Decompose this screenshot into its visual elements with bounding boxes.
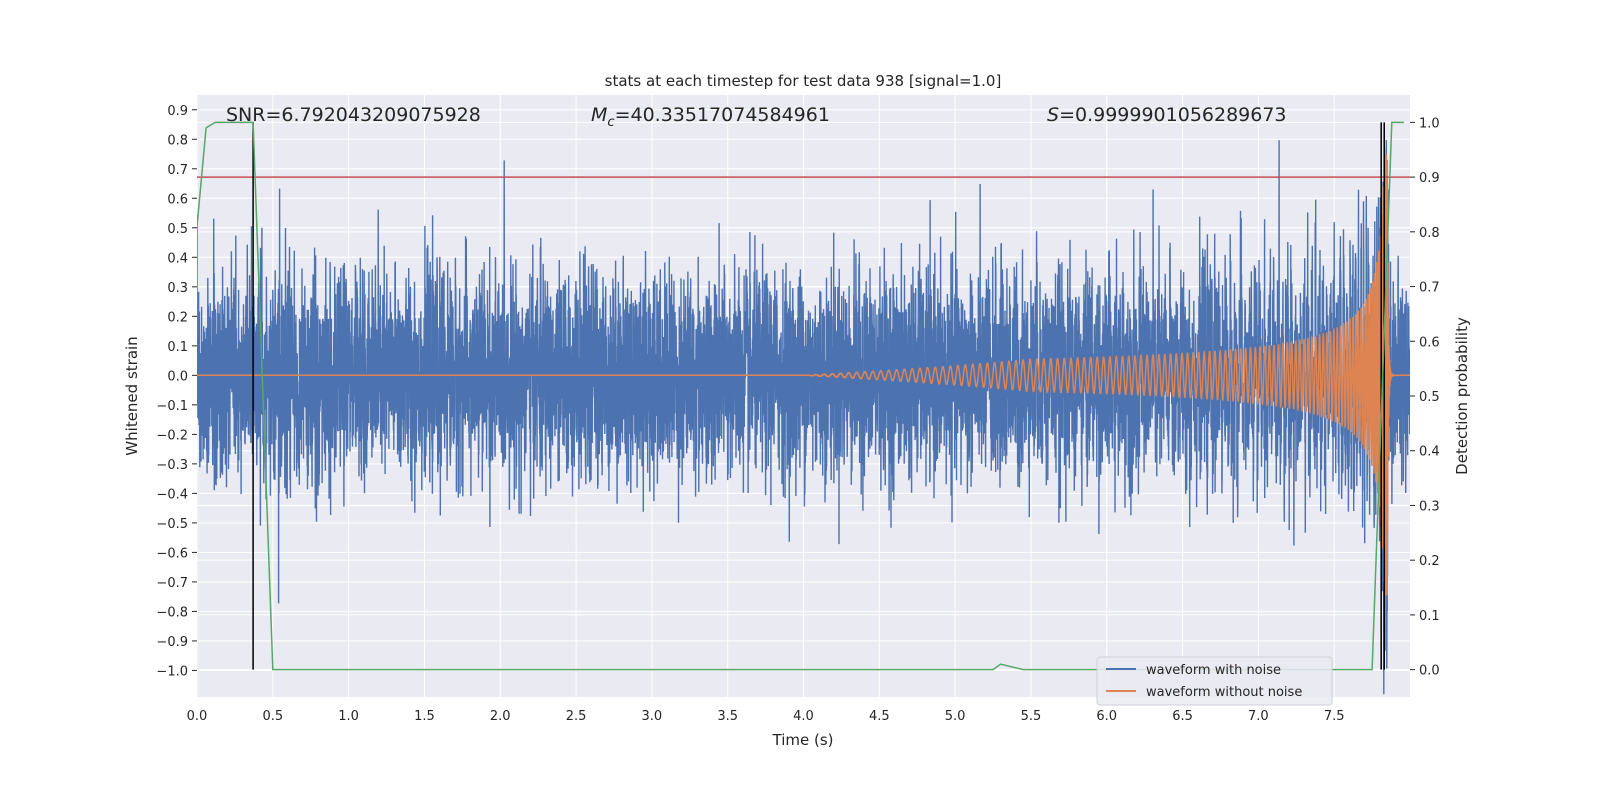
detection-probability-line [197,121,1404,671]
y-tick-label: 0.7 [167,163,188,178]
y-tick-label: −0.2 [156,428,188,443]
y-tick-label: −0.9 [156,635,188,650]
y-tick-label: −1.0 [156,664,188,679]
y-tick-label: −0.7 [156,576,188,591]
y-right-tick-label: 0.0 [1419,664,1440,679]
score-annotation: S=0.9999901056289673 [1047,104,1287,126]
clean-waveform-line [197,154,1410,596]
y-right-tick-label: 1.0 [1419,116,1440,131]
chart-title: stats at each timestep for test data 938… [605,72,1002,90]
y-tick-label: −0.4 [156,487,188,502]
y-tick-label: 0.6 [167,192,188,207]
y-right-tick-label: 0.9 [1419,171,1440,186]
legend: waveform with noise waveform without noi… [1096,656,1333,706]
x-tick-label: 4.5 [869,709,890,724]
y-axis-right-label: Detection probability [1453,317,1471,475]
x-tick-label: 6.5 [1172,709,1193,724]
x-tick-label: 2.5 [566,709,587,724]
y-right-tick-label: 0.8 [1419,226,1440,241]
legend-label-noise: waveform with noise [1146,663,1281,678]
y-tick-label: 0.4 [167,251,188,266]
x-tick-label: 1.0 [338,709,359,724]
y-tick-label: 0.8 [167,133,188,148]
x-tick-label: 3.5 [717,709,738,724]
x-axis-label: Time (s) [772,731,834,749]
x-tick-label: 1.5 [414,709,435,724]
y-tick-label: 0.0 [167,369,188,384]
y-tick-label: 0.1 [167,340,188,355]
chirp-mass-annotation: Mc=40.33517074584961 [591,104,830,130]
y-tick-label: 0.9 [167,104,188,119]
y-tick-label: 0.3 [167,281,188,296]
y-tick-label: 0.5 [167,222,188,237]
y-right-tick-label: 0.6 [1419,335,1440,350]
snr-annotation: SNR=6.792043209075928 [226,104,481,126]
x-tick-label: 0.0 [187,709,208,724]
y-tick-label: −0.8 [156,605,188,620]
y-right-tick-label: 0.5 [1419,390,1440,405]
x-tick-label: 7.0 [1248,709,1269,724]
x-tick-label: 7.5 [1324,709,1345,724]
y-right-tick-label: 0.4 [1419,445,1440,460]
y-right-tick-label: 0.7 [1419,281,1440,296]
x-tick-label: 5.5 [1021,709,1042,724]
y-right-tick-label: 0.3 [1419,499,1440,514]
x-tick-label: 2.0 [490,709,511,724]
x-tick-label: 6.0 [1096,709,1117,724]
x-tick-label: 4.0 [793,709,814,724]
y-tick-label: −0.5 [156,517,188,532]
x-tick-label: 5.0 [945,709,966,724]
y-axis-label: Whitened strain [123,336,141,455]
y-tick-label: 0.2 [167,310,188,325]
y-right-tick-label: 0.1 [1419,609,1440,624]
x-tick-label: 3.0 [642,709,663,724]
y-right-tick-label: 0.2 [1419,554,1440,569]
y-tick-label: −0.6 [156,546,188,561]
legend-label-clean: waveform without noise [1146,685,1302,700]
y-tick-label: −0.3 [156,458,188,473]
x-tick-label: 0.5 [262,709,283,724]
y-tick-label: −0.1 [156,399,188,414]
